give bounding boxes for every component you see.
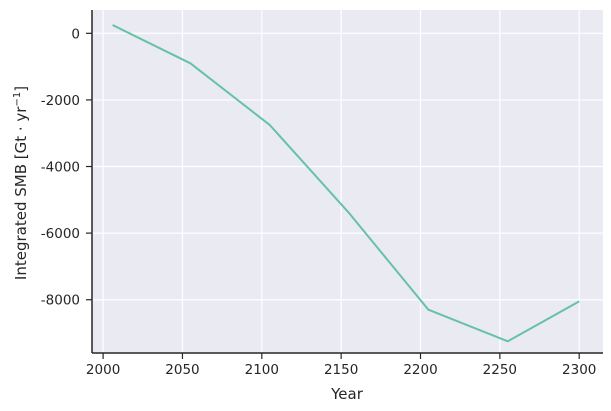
y-axis-label-close: ] [12,86,30,92]
y-tick-label: -8000 [41,293,80,309]
y-tick-label: 0 [71,26,80,42]
x-tick-label: 2200 [403,362,437,378]
plot-background [92,10,603,353]
x-tick-label: 2150 [324,362,358,378]
y-axis-label-main: Integrated SMB [Gt · yr [12,106,30,280]
y-axis-label-sup: −1 [12,92,23,107]
y-axis-label: Integrated SMB [Gt · yr−1] [12,86,30,280]
grid [92,10,603,353]
x-tick-label: 2000 [86,362,120,378]
x-tick-label: 2300 [562,362,596,378]
series-line-0 [112,24,580,343]
x-tick-label: 2050 [165,362,199,378]
x-tick-label: 2250 [483,362,517,378]
y-tick-label: -4000 [41,160,80,176]
axes: 2000 2050 2100 2150 2200 2250 2300 0 -2000 -4000 -… [41,10,603,378]
y-tick-label: -2000 [41,93,80,109]
y-tick-label: -6000 [41,226,80,242]
series-layer [112,24,580,343]
x-axis-label: Year [330,385,364,403]
x-tick-label: 2100 [245,362,279,378]
